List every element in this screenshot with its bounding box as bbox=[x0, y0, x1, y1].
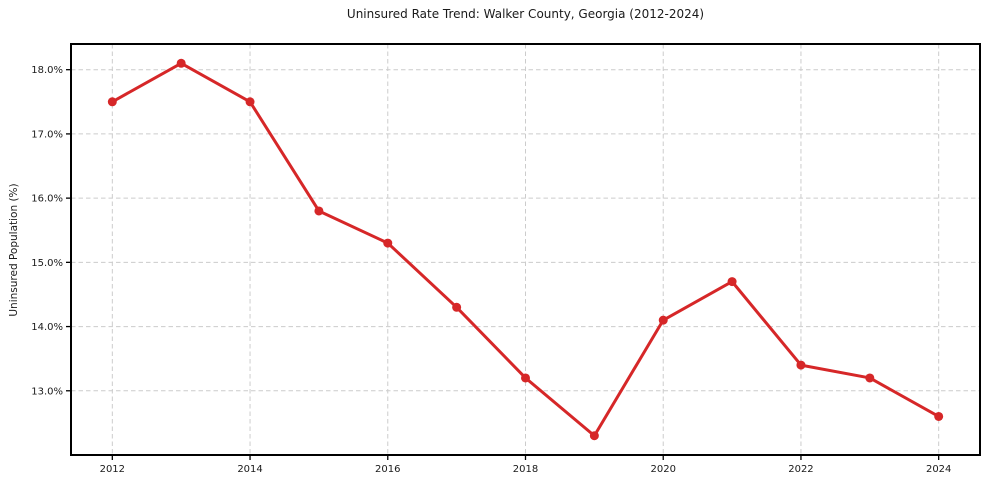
data-point-2013 bbox=[176, 58, 186, 68]
data-point-2016 bbox=[383, 238, 393, 248]
y-tick-label: 13.0% bbox=[31, 386, 63, 397]
x-tick-label: 2012 bbox=[100, 464, 125, 475]
data-point-2024 bbox=[934, 411, 944, 421]
data-point-2018 bbox=[521, 373, 530, 383]
x-tick-label: 2022 bbox=[788, 464, 813, 475]
x-tick-label: 2016 bbox=[375, 464, 400, 475]
data-point-2015 bbox=[314, 206, 324, 216]
data-point-2020 bbox=[658, 315, 668, 325]
x-tick-label: 2024 bbox=[926, 464, 951, 475]
x-tick-label: 2014 bbox=[237, 464, 262, 475]
x-tick-label: 2018 bbox=[513, 464, 538, 475]
y-tick-label: 16.0% bbox=[31, 194, 63, 205]
y-tick-label: 17.0% bbox=[31, 129, 63, 140]
y-tick-label: 14.0% bbox=[31, 322, 63, 333]
x-tick-label: 2020 bbox=[651, 464, 676, 475]
chart-title: Uninsured Rate Trend: Walker County, Geo… bbox=[346, 7, 705, 21]
data-point-2022 bbox=[796, 360, 806, 370]
data-point-2012 bbox=[107, 97, 117, 107]
y-tick-label: 15.0% bbox=[31, 258, 63, 269]
data-point-2023 bbox=[865, 373, 875, 383]
data-point-2014 bbox=[245, 97, 255, 107]
data-point-2017 bbox=[452, 302, 462, 312]
y-tick-label: 18.0% bbox=[31, 65, 63, 76]
data-point-2019 bbox=[589, 431, 599, 441]
data-point-2021 bbox=[727, 277, 737, 287]
